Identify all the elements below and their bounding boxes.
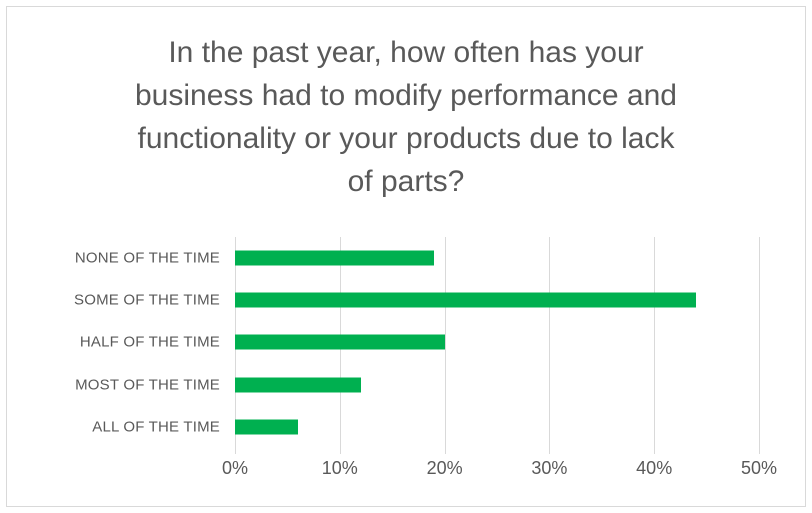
gridline [654,237,656,454]
gridline [444,237,446,454]
x-tick-label: 20% [426,458,463,478]
x-tick-label: 10% [321,458,358,478]
category-label: NONE OF THE TIME [74,249,220,267]
chart-frame: In the past year, how often has your busi… [6,6,806,507]
chart-title-line: business had to modify performance and [135,79,677,112]
category-row: HALF OF THE TIME [7,321,812,363]
chart-title: In the past year, how often has your busi… [77,31,735,203]
chart-title-line: functionality or your products due to la… [137,122,675,155]
bar-some-of-the-time[interactable] [235,292,697,308]
category-label: ALL OF THE TIME [92,418,220,436]
bar-half-of-the-time[interactable] [235,334,445,350]
gridline [549,237,551,454]
category-label: MOST OF THE TIME [75,376,220,394]
x-tick-label: 50% [740,458,778,478]
bar-all-of-the-time[interactable] [235,419,298,435]
x-axis: 0% 10% 20% 30% 40% 50% [222,458,777,484]
chart-title-line: of parts? [347,165,465,198]
category-row: ALL OF THE TIME [7,406,812,448]
x-tick-label: 0% [221,458,248,478]
category-row: SOME OF THE TIME [7,279,812,321]
x-tick-label: 30% [531,458,568,478]
bar-most-of-the-time[interactable] [235,377,361,393]
bar-none-of-the-time[interactable] [235,250,435,266]
category-label: SOME OF THE TIME [74,291,220,309]
x-tick-label: 40% [636,458,673,478]
category-row: MOST OF THE TIME [7,364,812,406]
chart-title-line: In the past year, how often has your [168,36,644,69]
category-label: HALF OF THE TIME [79,333,220,351]
bar-rows: NONE OF THE TIME SOME OF THE TIME HALF OF … [7,237,812,448]
category-row: NONE OF THE TIME [7,237,812,279]
gridline [759,237,760,454]
